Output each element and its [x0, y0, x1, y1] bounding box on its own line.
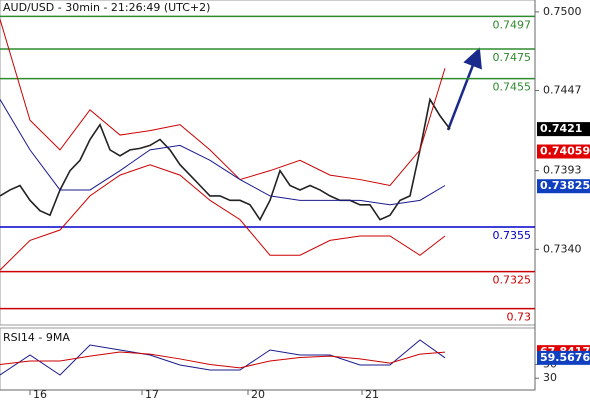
x-tick-label: 21: [365, 388, 379, 400]
level-label: 0.73: [507, 311, 532, 324]
price-tag-label: 0.74059: [540, 145, 590, 158]
series-line: [0, 164, 446, 271]
price-tag-label: 59.5676: [540, 351, 590, 364]
y-tick-label: 0.7500: [543, 5, 582, 18]
rsi-panel: [0, 327, 536, 391]
level-label: 0.7325: [493, 274, 532, 287]
series-line: [0, 339, 446, 376]
series-line: [0, 351, 446, 369]
y-tick-label: 0.7393: [543, 164, 582, 177]
price-tag: [537, 350, 590, 365]
panel-title: RSI14 - 9MA: [3, 331, 70, 344]
x-tick-label: 16: [33, 388, 47, 400]
panel-title: AUD/USD - 30min - 21:26:49 (UTC+2): [3, 1, 210, 14]
y-tick-label: 30: [543, 371, 557, 384]
x-tick-label: 17: [145, 388, 159, 400]
y-tick-label: 0.7447: [543, 84, 582, 97]
price-tag: [537, 144, 590, 159]
price-tag: [537, 122, 590, 137]
level-label: 0.7497: [493, 18, 532, 31]
series-line: [0, 99, 446, 206]
forecast-arrow: [446, 47, 482, 131]
price-tag-label: 0.738252: [540, 179, 590, 192]
price-tag-label: 0.7421: [540, 122, 582, 135]
level-label: 0.7355: [493, 229, 532, 242]
series-line: [0, 19, 446, 187]
y-tick-label: 0.7340: [543, 242, 582, 255]
price-tag: [537, 179, 590, 194]
series-line: [0, 97, 451, 222]
level-label: 0.7475: [493, 51, 532, 64]
level-label: 0.7455: [493, 81, 532, 94]
x-tick-label: 20: [251, 388, 265, 400]
